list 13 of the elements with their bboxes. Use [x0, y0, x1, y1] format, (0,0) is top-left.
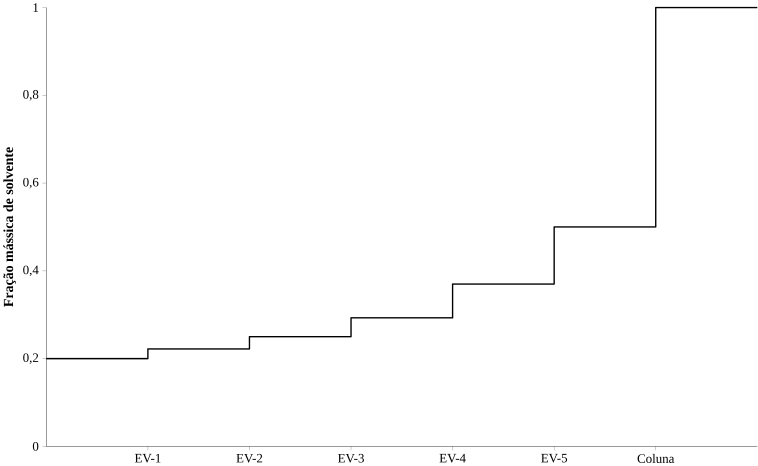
y-tick-label: 1 — [34, 3, 38, 12]
y-tick-label: 0,2 — [23, 353, 38, 364]
x-tick-label: EV-4 — [440, 454, 466, 462]
x-tick-label: EV-5 — [541, 454, 568, 462]
x-tick-label: Coluna — [638, 454, 674, 463]
y-axis-title: Fração mássica de solvente — [3, 147, 16, 307]
y-tick-label: 0 — [32, 442, 38, 451]
y-tick-label: 0,6 — [23, 178, 38, 188]
x-tick-label: EV-2 — [236, 454, 262, 462]
y-tick-label: 0,4 — [23, 265, 39, 276]
x-tick-label: EV-1 — [134, 454, 161, 462]
y-tick-label: 0,8 — [23, 90, 38, 100]
x-tick-label: EV-3 — [338, 454, 364, 462]
